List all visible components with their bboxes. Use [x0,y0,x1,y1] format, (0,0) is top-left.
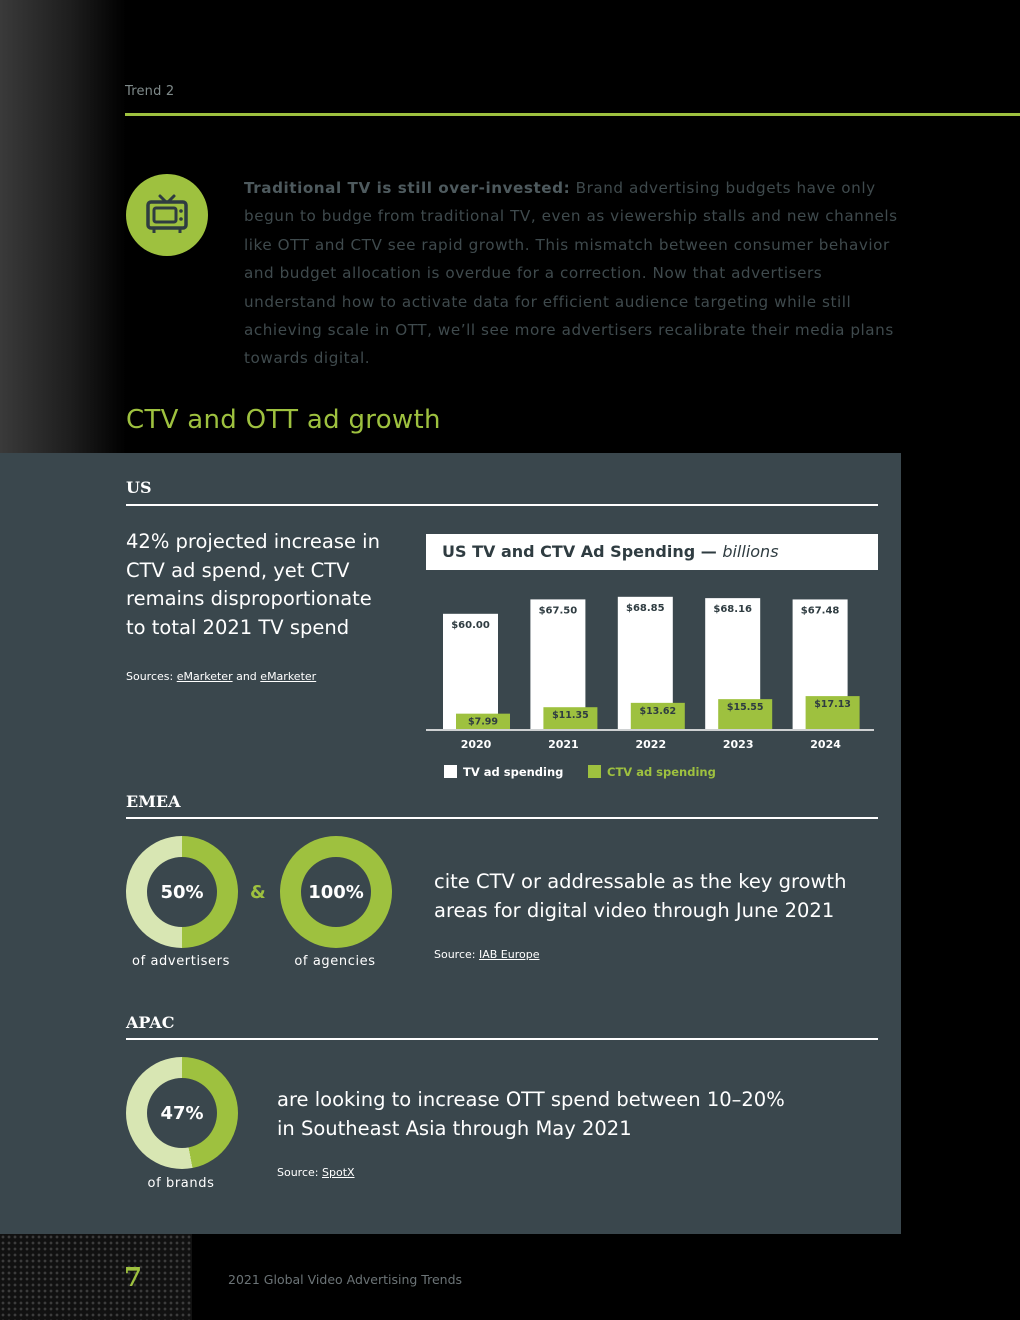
x-tick-label-2020: 2020 [461,738,492,751]
x-tick-label-2023: 2023 [723,738,754,751]
apac-source-prefix: Source: [277,1166,319,1179]
tv-icon [146,194,188,233]
apac-statement: are looking to increase OTT spend betwee… [277,1088,785,1140]
data-label-tv-2024: $67.48 [801,605,840,616]
emea-source-link[interactable]: IAB Europe [479,948,540,961]
donut-agencies-value: 100% [301,857,371,927]
us-source-prefix: Sources: [126,670,174,683]
donut-brands-value: 47% [147,1078,217,1148]
legend-swatch-ctv [588,765,601,778]
data-label-ctv-2024: $17.13 [814,699,851,710]
region-rule-us [126,504,878,506]
data-label-tv-2021: $67.50 [539,605,578,616]
legend-tv: TV ad spending [444,765,563,779]
chart-title: US TV and CTV Ad Spending — billions [442,542,779,561]
us-source-and: and [236,670,257,683]
trend-label: Trend 2 [125,84,175,99]
data-label-tv-2022: $68.85 [626,603,665,614]
section-title: CTV and OTT ad growth [126,405,441,435]
donut-brands: 47% [126,1057,238,1169]
region-label-apac: APAC [126,1013,175,1032]
chart-title-unit: billions [722,542,779,561]
data-label-tv-2023: $68.16 [713,604,752,615]
donut-advertisers-label: of advertisers [132,954,230,969]
intro-body: Brand advertising budgets have only begu… [244,179,898,368]
footer-dot-pattern [0,1234,192,1320]
us-source-link-2[interactable]: eMarketer [260,670,317,683]
legend-swatch-tv [444,765,457,778]
bar-ctv-2023 [718,699,773,729]
footer-title: 2021 Global Video Advertising Trends [228,1272,463,1287]
donut-advertisers-value: 50% [147,857,217,927]
x-tick-label-2021: 2021 [548,738,579,751]
bar-ctv-2021 [543,707,598,729]
x-tick-label-2022: 2022 [635,738,666,751]
region-rule-emea [126,817,878,819]
us-headline: 42% projected increase in CTV ad spend, … [126,530,380,639]
bar-ctv-2024 [805,696,860,729]
donut-advertisers: 50% [126,836,238,948]
chart-title-text: US TV and CTV Ad Spending — [442,542,717,561]
donut-brands-label: of brands [147,1176,215,1191]
page-number: 7 [124,1263,143,1293]
region-label-us: US [126,478,152,497]
chart-title-box: US TV and CTV Ad Spending — billions [426,534,878,570]
emea-statement: cite CTV or addressable as the key growt… [434,870,847,922]
data-label-ctv-2022: $13.62 [639,706,676,717]
region-label-emea: EMEA [126,792,181,811]
apac-source-link[interactable]: SpotX [322,1166,355,1179]
donut-agencies: 100% [280,836,392,948]
ampersand: & [250,882,266,903]
data-label-tv-2020: $60.00 [451,620,490,631]
emea-source: Source: IAB Europe [434,948,540,961]
bar-ctv-2020 [456,713,510,729]
x-tick-label-2024: 2024 [810,738,841,751]
header-rule [125,113,1020,116]
data-label-ctv-2023: $15.55 [727,702,764,713]
legend-ctv: CTV ad spending [588,765,716,779]
region-rule-apac [126,1038,878,1040]
bar-ctv-2022 [630,702,685,729]
intro-paragraph: Traditional TV is still over-invested: B… [244,174,914,373]
apac-source: Source: SpotX [277,1166,355,1179]
us-ad-spending-chart: $60.00 $7.99 2020 $67.50 $11.35 2021 $68.85 $13… [426,596,874,751]
data-label-ctv-2021: $11.35 [552,710,589,721]
data-label-ctv-2020: $7.99 [468,717,498,728]
emea-source-prefix: Source: [434,948,476,961]
tv-icon-badge [126,174,208,256]
us-source-link-1[interactable]: eMarketer [176,670,233,683]
left-gradient-decoration [0,0,126,455]
legend-label-tv: TV ad spending [463,765,564,779]
legend-label-ctv: CTV ad spending [607,765,716,779]
intro-lead: Traditional TV is still over-invested: [244,179,571,197]
bar-tv-2020 [443,613,498,729]
us-sources: Sources: eMarketer and eMarketer [126,670,316,683]
donut-agencies-label: of agencies [294,954,376,969]
